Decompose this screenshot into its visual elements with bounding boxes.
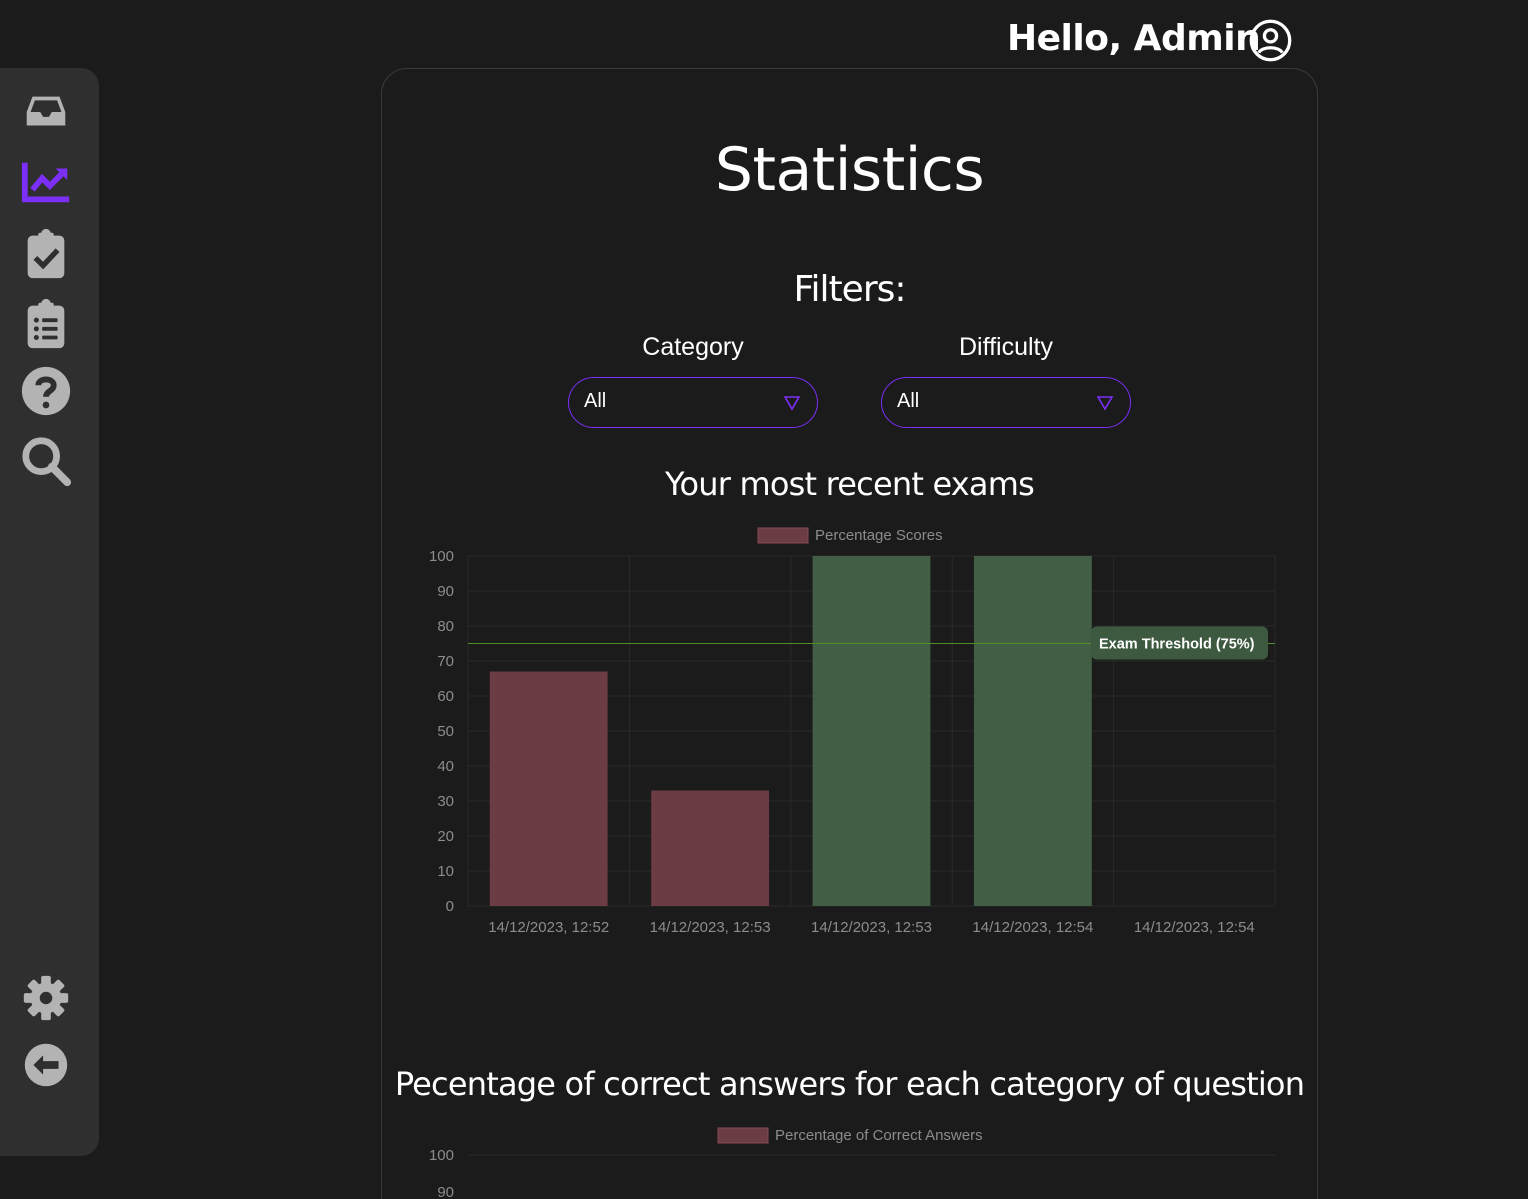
y-tick-label: 90 (437, 583, 454, 600)
help-icon[interactable] (18, 363, 74, 419)
y-tick-label: 100 (429, 548, 454, 565)
y-tick-label: 90 (437, 1184, 454, 1199)
clipboard-check-icon[interactable] (18, 226, 74, 282)
search-icon[interactable] (18, 433, 74, 489)
x-tick-label: 14/12/2023, 12:54 (1134, 919, 1255, 936)
y-tick-label: 80 (437, 618, 454, 635)
difficulty-select-value: All (897, 390, 920, 412)
legend-swatch[interactable] (757, 527, 809, 544)
threshold-annotation: Exam Threshold (75%) (1091, 626, 1268, 660)
sidebar (0, 68, 99, 1156)
greeting: Hello, Admin (1007, 18, 1261, 59)
y-tick-label: 0 (446, 898, 454, 915)
difficulty-select[interactable]: All (881, 377, 1131, 428)
chart-line-icon[interactable] (18, 154, 74, 210)
x-tick-label: 14/12/2023, 12:53 (811, 919, 932, 936)
difficulty-filter-label: Difficulty (958, 333, 1053, 361)
category-answers-title: Pecentage of correct answers for each ca… (394, 1065, 1305, 1103)
page-title: Statistics (714, 135, 985, 205)
legend-label[interactable]: Percentage of Correct Answers (775, 1127, 983, 1144)
y-tick-label: 60 (437, 688, 454, 705)
recent-exams-title: Your most recent exams (665, 465, 1035, 503)
bar[interactable] (489, 671, 608, 907)
y-tick-label: 30 (437, 793, 454, 810)
recent-exams-chart: Percentage Scores 1009080706050403020100… (429, 527, 1276, 936)
x-tick-label: 14/12/2023, 12:54 (972, 919, 1093, 936)
category-answers-chart: Percentage of Correct Answers 100 90 (429, 1127, 1275, 1199)
chevron-down-icon (1096, 396, 1114, 411)
legend-label[interactable]: Percentage Scores (815, 527, 943, 544)
user-profile-icon[interactable] (1248, 18, 1293, 63)
logout-arrow-icon[interactable] (18, 1037, 74, 1093)
statistics-card: Statistics Filters: Category All Difficu… (381, 68, 1318, 1199)
bar[interactable] (973, 556, 1092, 906)
chevron-down-icon (783, 396, 801, 411)
bar[interactable] (651, 790, 770, 907)
y-tick-label: 10 (437, 863, 454, 880)
filters-title: Filters: (793, 269, 906, 310)
bar[interactable] (812, 556, 931, 906)
legend-swatch[interactable] (717, 1127, 769, 1144)
y-tick-label: 20 (437, 828, 454, 845)
y-tick-label: 40 (437, 758, 454, 775)
inbox-icon[interactable] (18, 84, 74, 140)
gear-icon[interactable] (18, 970, 74, 1026)
category-filter-label: Category (642, 333, 744, 361)
threshold-label: Exam Threshold (75%) (1099, 637, 1255, 653)
category-select-value: All (584, 390, 607, 412)
x-tick-label: 14/12/2023, 12:53 (650, 919, 771, 936)
category-select[interactable]: All (568, 377, 818, 428)
clipboard-list-icon[interactable] (18, 296, 74, 352)
y-tick-label: 50 (437, 723, 454, 740)
x-tick-label: 14/12/2023, 12:52 (488, 919, 609, 936)
y-tick-label: 100 (429, 1147, 454, 1164)
y-tick-label: 70 (437, 653, 454, 670)
